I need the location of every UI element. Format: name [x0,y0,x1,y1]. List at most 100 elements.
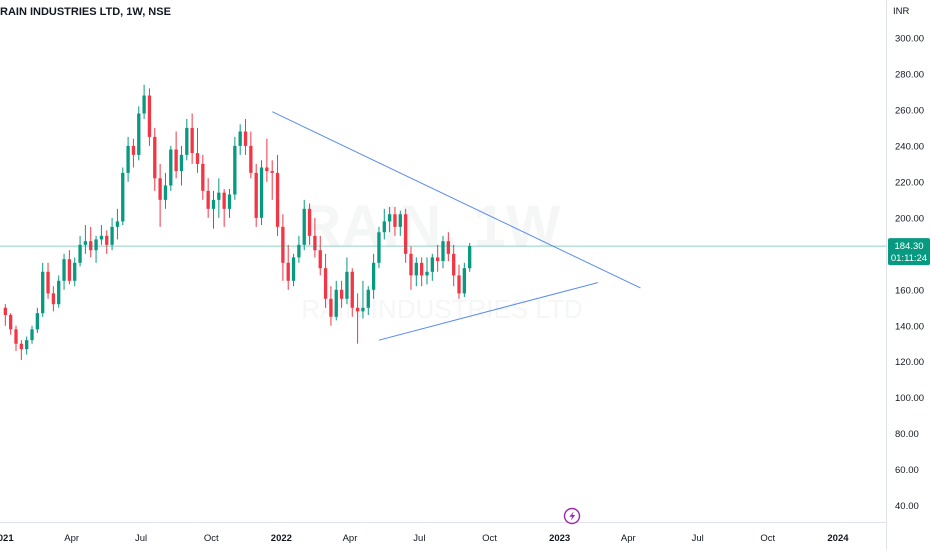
x-tick-label: 2021 [0,533,14,544]
candle-body [323,268,328,299]
candle [313,217,317,258]
candle-body [270,171,274,173]
candle [169,145,173,191]
candle-body [121,172,125,222]
y-tick-label: 100.00 [895,393,924,404]
candle-body [462,268,467,294]
candle [185,118,189,161]
candle [446,232,450,262]
candle-body [254,172,258,218]
candle [158,163,162,227]
candle-body [94,239,98,251]
time-axis[interactable]: 2021 Apr Jul Oct 2022 Apr Jul Oct 2023 Apr Jul Oct 2… [0,533,849,544]
candle-body [89,241,93,251]
candle [425,257,429,285]
candle [147,88,152,146]
x-tick-label: Apr [343,533,358,544]
candle-body [57,280,61,305]
price-tag-countdown: 01:11:24 [891,253,927,264]
trendlines[interactable] [271,111,641,341]
candle-body [158,178,162,200]
y-tick-label: 240.00 [895,141,924,152]
candle [419,257,424,287]
candle [259,160,264,226]
candle [329,286,333,326]
candle [377,226,381,269]
candle-body [83,241,88,245]
candle-body [430,257,434,272]
candle [323,253,328,308]
x-tick-label: Jul [413,533,425,544]
candle [163,172,168,209]
candle-body [297,244,301,258]
watermark-symbol: RAIN, 1W [300,194,561,259]
candle-body [41,271,45,314]
x-tick-label: 2023 [549,533,570,544]
candle-body [14,329,18,344]
candle [62,253,66,290]
candle [457,264,461,299]
candle-body [441,241,445,262]
candle [334,280,338,321]
y-tick-label: 220.00 [895,177,924,188]
lightning-icon[interactable] [563,507,581,525]
candle-body [265,167,269,172]
candle-body [238,131,242,146]
candle-body [62,259,66,281]
candle-body [3,307,7,315]
candle [452,244,456,287]
candle-body [345,271,349,299]
candle-body [201,163,205,191]
candle-body [313,235,317,251]
candle-body [419,262,424,276]
y-tick-label: 120.00 [895,357,924,368]
candle-body [291,257,296,281]
candle-body [425,271,429,276]
candle [441,235,445,269]
candle-body [366,289,370,308]
candle-body [131,145,136,155]
lower-trendline[interactable] [378,282,598,341]
price-tag-price: 184.30 [894,241,923,252]
candle [126,136,130,182]
candle-body [355,307,360,312]
candle [430,253,434,281]
upper-trendline[interactable] [271,111,641,289]
x-tick-label: Jul [692,533,704,544]
y-tick-label: 260.00 [895,105,924,116]
candle-body [142,95,146,114]
candle [398,210,402,236]
candle [3,304,7,326]
candle [302,199,306,251]
candle-body [446,241,450,254]
candle-body [169,149,173,186]
candle-body [377,232,381,263]
candle [174,131,178,179]
candle [382,208,386,240]
candle [110,217,114,251]
candle-body [126,145,130,173]
candle [409,246,413,290]
candle [137,106,141,161]
candle [41,262,45,317]
candle [291,253,296,287]
price-axis[interactable]: 40.00 60.00 80.00 100.00 120.00 140.00 160.00 1… [895,33,924,512]
candle [361,280,365,319]
x-tick-label: Oct [760,533,775,544]
candle [115,208,120,240]
candle [201,154,205,200]
candle-body [387,214,392,222]
candle [227,189,232,218]
candle [217,178,221,218]
candle [73,257,77,287]
candle-body [217,192,221,200]
candle-body [73,262,77,281]
candle-body [307,208,312,236]
candle-body [105,235,109,245]
candle-body [334,289,338,317]
symbol-title[interactable]: RAIN INDUSTRIES LTD, 1W, NSE [0,6,171,18]
candle [270,160,274,200]
candle [403,208,408,263]
